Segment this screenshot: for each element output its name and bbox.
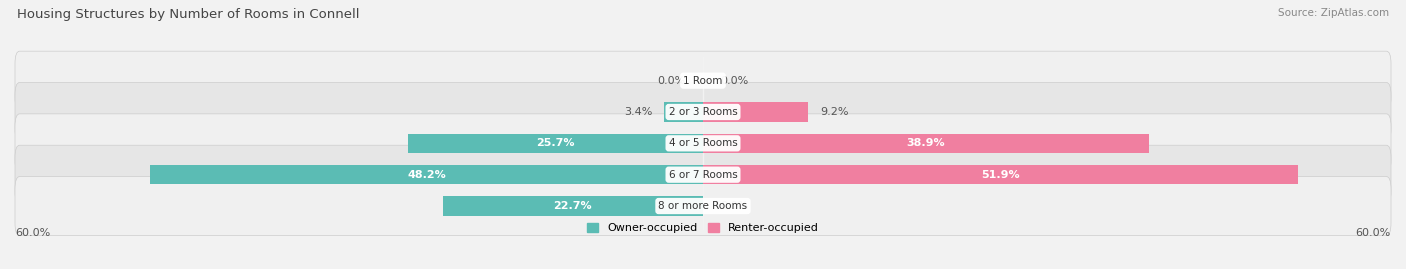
Text: 22.7%: 22.7% bbox=[554, 201, 592, 211]
Text: 8 or more Rooms: 8 or more Rooms bbox=[658, 201, 748, 211]
Bar bbox=[703, 134, 1149, 153]
Text: 60.0%: 60.0% bbox=[1355, 228, 1391, 238]
Bar bbox=[703, 165, 1298, 184]
Text: 0.0%: 0.0% bbox=[658, 76, 686, 86]
FancyBboxPatch shape bbox=[15, 114, 1391, 173]
FancyBboxPatch shape bbox=[15, 51, 1391, 110]
Text: 1 Room: 1 Room bbox=[683, 76, 723, 86]
Text: 9.2%: 9.2% bbox=[820, 107, 848, 117]
Bar bbox=[443, 196, 703, 216]
Text: 48.2%: 48.2% bbox=[408, 170, 446, 180]
Text: 25.7%: 25.7% bbox=[537, 138, 575, 148]
Bar bbox=[150, 165, 703, 184]
FancyBboxPatch shape bbox=[15, 145, 1391, 204]
Text: 6 or 7 Rooms: 6 or 7 Rooms bbox=[669, 170, 737, 180]
Text: 3.4%: 3.4% bbox=[624, 107, 652, 117]
Bar bbox=[703, 102, 808, 122]
Text: 38.9%: 38.9% bbox=[907, 138, 945, 148]
Text: 0.0%: 0.0% bbox=[720, 201, 748, 211]
Text: 2 or 3 Rooms: 2 or 3 Rooms bbox=[669, 107, 737, 117]
Bar bbox=[664, 102, 703, 122]
Text: Source: ZipAtlas.com: Source: ZipAtlas.com bbox=[1278, 8, 1389, 18]
FancyBboxPatch shape bbox=[15, 83, 1391, 141]
FancyBboxPatch shape bbox=[15, 176, 1391, 235]
Bar bbox=[408, 134, 703, 153]
Text: 4 or 5 Rooms: 4 or 5 Rooms bbox=[669, 138, 737, 148]
Text: 51.9%: 51.9% bbox=[981, 170, 1019, 180]
Text: Housing Structures by Number of Rooms in Connell: Housing Structures by Number of Rooms in… bbox=[17, 8, 360, 21]
Legend: Owner-occupied, Renter-occupied: Owner-occupied, Renter-occupied bbox=[582, 218, 824, 238]
Text: 60.0%: 60.0% bbox=[15, 228, 51, 238]
Text: 0.0%: 0.0% bbox=[720, 76, 748, 86]
